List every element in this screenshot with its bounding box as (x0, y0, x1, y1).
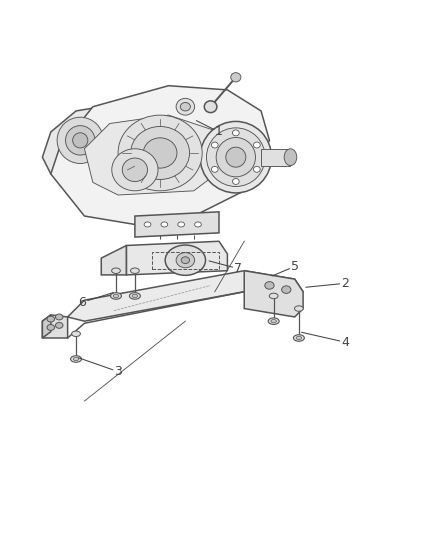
Polygon shape (42, 315, 67, 338)
Ellipse shape (144, 222, 151, 227)
Ellipse shape (57, 117, 103, 164)
Ellipse shape (56, 322, 63, 328)
Text: 6: 6 (78, 296, 86, 309)
Ellipse shape (294, 306, 303, 311)
Ellipse shape (181, 257, 190, 264)
Ellipse shape (233, 130, 239, 136)
Ellipse shape (176, 253, 194, 268)
Ellipse shape (233, 179, 239, 184)
Ellipse shape (130, 293, 140, 299)
Text: 5: 5 (291, 260, 299, 273)
Ellipse shape (296, 336, 302, 340)
Ellipse shape (132, 294, 138, 297)
Text: 2: 2 (341, 277, 349, 290)
Ellipse shape (254, 166, 260, 172)
Polygon shape (261, 149, 290, 166)
Polygon shape (244, 271, 303, 317)
Ellipse shape (118, 115, 202, 191)
Ellipse shape (265, 281, 274, 289)
Polygon shape (85, 115, 227, 195)
Ellipse shape (282, 286, 291, 293)
Ellipse shape (231, 72, 241, 82)
Ellipse shape (216, 138, 255, 177)
Ellipse shape (47, 316, 55, 322)
Bar (152, 252, 219, 269)
Polygon shape (101, 246, 127, 275)
Ellipse shape (73, 357, 79, 361)
Ellipse shape (200, 122, 272, 193)
Polygon shape (127, 241, 227, 275)
Polygon shape (67, 271, 303, 321)
Ellipse shape (113, 294, 119, 297)
Polygon shape (51, 86, 269, 224)
Text: 3: 3 (114, 365, 122, 378)
Ellipse shape (269, 293, 278, 298)
Ellipse shape (194, 222, 201, 227)
Ellipse shape (71, 356, 81, 362)
Ellipse shape (47, 325, 55, 330)
Ellipse shape (204, 101, 217, 112)
Ellipse shape (226, 147, 246, 167)
Ellipse shape (112, 268, 120, 273)
Ellipse shape (206, 128, 265, 187)
Ellipse shape (112, 149, 158, 191)
Ellipse shape (254, 142, 260, 148)
Ellipse shape (122, 158, 148, 182)
Ellipse shape (178, 222, 184, 227)
Polygon shape (42, 107, 118, 174)
Ellipse shape (131, 268, 139, 273)
Ellipse shape (131, 126, 190, 180)
Ellipse shape (293, 335, 304, 341)
Ellipse shape (268, 318, 279, 325)
Ellipse shape (56, 314, 63, 320)
Ellipse shape (73, 133, 88, 148)
Ellipse shape (180, 102, 191, 111)
Polygon shape (42, 315, 51, 338)
Ellipse shape (284, 149, 297, 166)
Ellipse shape (176, 98, 194, 115)
Text: 7: 7 (234, 262, 242, 275)
Ellipse shape (66, 126, 95, 155)
Ellipse shape (271, 319, 276, 323)
Ellipse shape (161, 222, 168, 227)
Polygon shape (135, 212, 219, 237)
Ellipse shape (110, 293, 121, 299)
Ellipse shape (212, 166, 218, 172)
Text: 4: 4 (341, 336, 349, 349)
Ellipse shape (212, 142, 218, 148)
Text: 1: 1 (215, 125, 223, 139)
Ellipse shape (143, 138, 177, 168)
Ellipse shape (165, 245, 205, 276)
Ellipse shape (72, 331, 81, 336)
